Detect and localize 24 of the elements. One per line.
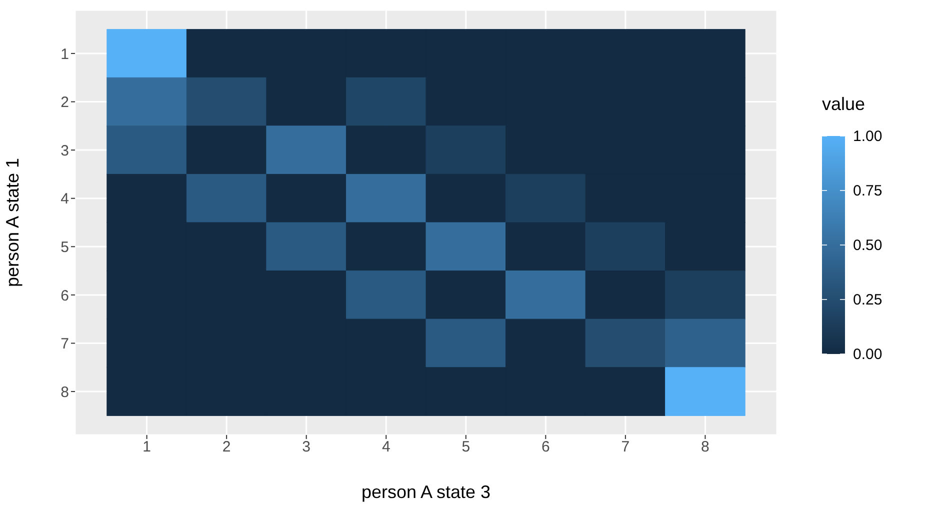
x-axis-title: person A state 3 <box>361 482 491 502</box>
x-tick-label: 2 <box>222 438 231 456</box>
x-tick-label: 3 <box>302 438 311 456</box>
x-tick-label: 1 <box>142 438 151 456</box>
x-tick-label: 6 <box>541 438 550 456</box>
y-tick-label: 1 <box>60 46 69 63</box>
color-bar-label: 0.50 <box>853 237 882 254</box>
color-bar-label: 1.00 <box>853 128 882 145</box>
y-tick-label: 3 <box>60 142 69 160</box>
y-tick-label: 7 <box>60 336 69 353</box>
x-tick-label: 5 <box>462 438 470 456</box>
color-bar-title: value <box>822 94 866 114</box>
x-tick-label: 8 <box>701 438 710 456</box>
y-tick-label: 8 <box>60 384 69 401</box>
color-bar-label: 0.25 <box>853 292 882 308</box>
y-tick-label: 2 <box>60 94 69 112</box>
y-tick-label: 4 <box>60 190 69 208</box>
x-tick-label: 4 <box>382 438 390 456</box>
color-bar-label: 0.00 <box>853 346 882 363</box>
y-tick-label: 6 <box>60 287 69 304</box>
color-bar-label: 0.75 <box>853 182 882 200</box>
x-tick-label: 7 <box>621 438 630 456</box>
y-tick-label: 5 <box>60 238 69 256</box>
y-axis-title: person A state 1 <box>2 158 22 288</box>
